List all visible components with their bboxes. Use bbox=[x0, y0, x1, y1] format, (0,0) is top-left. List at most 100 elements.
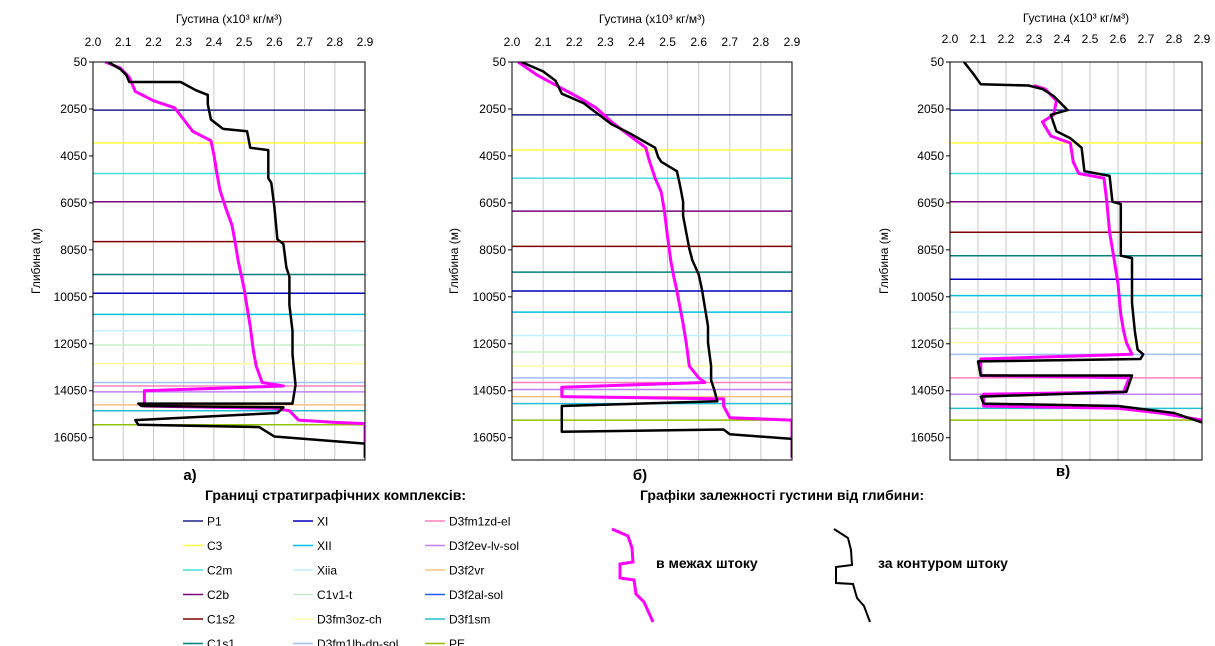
y-tick-label: 50 bbox=[493, 55, 507, 69]
strat-legend-label: D3fm1zd-el bbox=[449, 515, 510, 529]
inside-density-line bbox=[517, 62, 792, 458]
x-tick-label: 2.0 bbox=[942, 32, 959, 46]
x-tick-label: 2.5 bbox=[659, 35, 676, 49]
strat-legend-label: D3f2ev-lv-sol bbox=[449, 539, 519, 553]
inside-legend-label: в межах штоку bbox=[656, 555, 758, 571]
x-tick-label: 2.8 bbox=[753, 35, 770, 49]
x-tick-label: 2.2 bbox=[566, 35, 583, 49]
y-tick-label: 50 bbox=[74, 55, 88, 69]
x-tick-label: 2.7 bbox=[721, 35, 738, 49]
y-tick-label: 12050 bbox=[54, 337, 88, 351]
strat-legend-label: C3 bbox=[207, 539, 223, 553]
x-axis-title: Густина (x10³ кг/м³) bbox=[1023, 11, 1129, 25]
strat-legend-label: D3f2vr bbox=[449, 564, 484, 578]
x-tick-label: 2.3 bbox=[1026, 32, 1043, 46]
x-axis-title: Густина (x10³ кг/м³) bbox=[599, 12, 705, 26]
x-tick-label: 2.4 bbox=[1054, 32, 1071, 46]
x-tick-label: 2.6 bbox=[690, 35, 707, 49]
strat-legend-label: D3fm3oz-ch bbox=[317, 613, 382, 627]
x-tick-label: 2.6 bbox=[1110, 32, 1127, 46]
y-tick-label: 12050 bbox=[473, 337, 507, 351]
x-tick-label: 2.2 bbox=[998, 32, 1015, 46]
chart-panel-2: 2.0 2.1 2.2 2.3 2.4 2.5 2.6 2.7 2.8 2.9 50 2050 4050… bbox=[447, 12, 801, 484]
x-tick-label: 2.9 bbox=[1194, 32, 1211, 46]
x-tick-label: 2.7 bbox=[1138, 32, 1155, 46]
y-axis-title: Глибина (м) bbox=[877, 228, 891, 294]
inside-density-line bbox=[104, 62, 365, 458]
strat-legend-label: Xiia bbox=[317, 564, 337, 578]
x-tick-label: 2.2 bbox=[145, 35, 162, 49]
y-tick-label: 16050 bbox=[911, 431, 945, 445]
strat-legend-title: Границі стратиграфічних комплексів: bbox=[205, 487, 466, 503]
plot-frame bbox=[92, 61, 366, 461]
inside-density-line bbox=[979, 84, 1202, 422]
strat-legend-label: D3fm1lb-dn-sol bbox=[317, 637, 398, 646]
plot-frame bbox=[949, 61, 1203, 461]
x-tick-label: 2.1 bbox=[970, 32, 987, 46]
outside-legend-label: за контуром штоку bbox=[878, 555, 1008, 571]
x-axis-title: Густина (x10³ кг/м³) bbox=[176, 12, 282, 26]
panel-label: а) bbox=[183, 467, 196, 484]
y-tick-label: 6050 bbox=[917, 196, 944, 210]
y-tick-label: 8050 bbox=[60, 243, 87, 257]
x-tick-label: 2.5 bbox=[236, 35, 253, 49]
strat-legend-label: P1 bbox=[207, 515, 222, 529]
chart-panel-1: 2.0 2.1 2.2 2.3 2.4 2.5 2.6 2.7 2.8 2.9 50 2050 4050… bbox=[29, 12, 374, 484]
y-tick-label: 4050 bbox=[479, 149, 506, 163]
strat-legend-label: XII bbox=[317, 539, 332, 553]
x-tick-label: 2.9 bbox=[784, 35, 801, 49]
plot-frame bbox=[511, 61, 793, 461]
x-tick-label: 2.5 bbox=[1082, 32, 1099, 46]
strat-legend-label: C2m bbox=[207, 564, 232, 578]
x-tick-label: 2.0 bbox=[85, 35, 102, 49]
strat-legend-label: PE bbox=[449, 637, 465, 646]
y-tick-label: 12050 bbox=[911, 337, 945, 351]
x-tick-label: 2.3 bbox=[597, 35, 614, 49]
x-tick-label: 2.3 bbox=[175, 35, 192, 49]
y-tick-label: 10050 bbox=[911, 290, 945, 304]
y-tick-label: 16050 bbox=[473, 431, 507, 445]
y-tick-label: 14050 bbox=[911, 384, 945, 398]
strat-legend: P1 C3 C2m C2b C1s2 C1s1 XI XII Xiia C1v1-t D3fm3oz… bbox=[183, 515, 519, 646]
x-tick-label: 2.6 bbox=[266, 35, 283, 49]
strat-legend-label: C1v1-t bbox=[317, 588, 353, 602]
y-tick-label: 2050 bbox=[60, 102, 87, 116]
y-tick-label: 2050 bbox=[917, 102, 944, 116]
strat-legend-label: D3f1sm bbox=[449, 613, 490, 627]
x-tick-label: 2.9 bbox=[357, 35, 374, 49]
y-tick-label: 4050 bbox=[60, 149, 87, 163]
strat-legend-label: C1s1 bbox=[207, 637, 235, 646]
y-tick-label: 50 bbox=[931, 55, 945, 69]
y-tick-label: 14050 bbox=[54, 384, 88, 398]
y-tick-label: 8050 bbox=[917, 243, 944, 257]
y-tick-label: 6050 bbox=[60, 196, 87, 210]
strat-legend-label: XI bbox=[317, 515, 328, 529]
y-tick-label: 4050 bbox=[917, 149, 944, 163]
y-axis-title: Глибина (м) bbox=[29, 228, 43, 294]
x-tick-label: 2.0 bbox=[504, 35, 521, 49]
y-tick-label: 16050 bbox=[54, 431, 88, 445]
panel-label: б) bbox=[633, 467, 647, 484]
x-tick-label: 2.4 bbox=[206, 35, 223, 49]
y-tick-label: 10050 bbox=[473, 290, 507, 304]
y-tick-label: 10050 bbox=[54, 290, 88, 304]
inside-sample-curve bbox=[611, 527, 655, 623]
y-tick-label: 2050 bbox=[479, 102, 506, 116]
x-tick-label: 2.1 bbox=[535, 35, 552, 49]
strat-legend-label: C2b bbox=[207, 588, 229, 602]
x-tick-label: 2.8 bbox=[326, 35, 343, 49]
graph-legend-title: Графіки залежності густини від глибини: bbox=[640, 487, 924, 503]
x-tick-label: 2.8 bbox=[1166, 32, 1183, 46]
y-tick-label: 6050 bbox=[479, 196, 506, 210]
panel-label: в) bbox=[1056, 463, 1070, 480]
x-tick-label: 2.1 bbox=[115, 35, 132, 49]
outside-density-line bbox=[107, 62, 365, 458]
y-tick-label: 14050 bbox=[473, 384, 507, 398]
y-axis-title: Глибина (м) bbox=[447, 228, 461, 294]
chart-panels: 2.0 2.1 2.2 2.3 2.4 2.5 2.6 2.7 2.8 2.9 50 2050 4050… bbox=[29, 11, 1211, 484]
outside-sample-curve bbox=[833, 528, 871, 623]
x-tick-label: 2.7 bbox=[296, 35, 313, 49]
outside-density-line bbox=[520, 62, 792, 458]
outside-density-line bbox=[963, 62, 1202, 424]
